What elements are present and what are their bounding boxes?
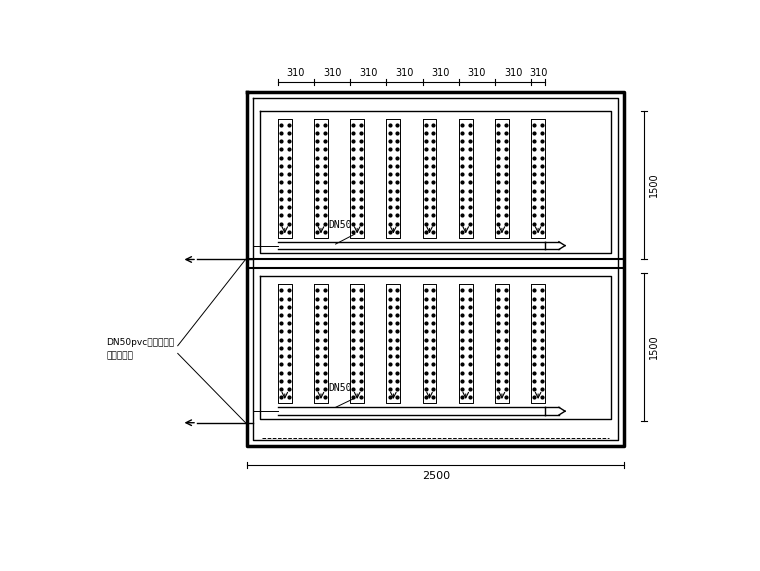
Text: DN50: DN50 bbox=[328, 220, 351, 230]
Text: 310: 310 bbox=[359, 68, 378, 78]
Text: 310: 310 bbox=[467, 68, 486, 78]
Text: 310: 310 bbox=[504, 68, 522, 78]
Text: DN50: DN50 bbox=[328, 384, 351, 393]
Text: 2500: 2500 bbox=[422, 471, 450, 481]
Text: 1500: 1500 bbox=[649, 335, 659, 359]
Text: 310: 310 bbox=[323, 68, 341, 78]
Text: 1500: 1500 bbox=[649, 173, 659, 198]
Text: 310: 310 bbox=[432, 68, 450, 78]
Text: 310: 310 bbox=[287, 68, 305, 78]
Text: 310: 310 bbox=[529, 68, 547, 78]
Text: 310: 310 bbox=[395, 68, 413, 78]
Text: DN50pvc污泥回流管
接至调节池: DN50pvc污泥回流管 接至调节池 bbox=[106, 339, 174, 361]
